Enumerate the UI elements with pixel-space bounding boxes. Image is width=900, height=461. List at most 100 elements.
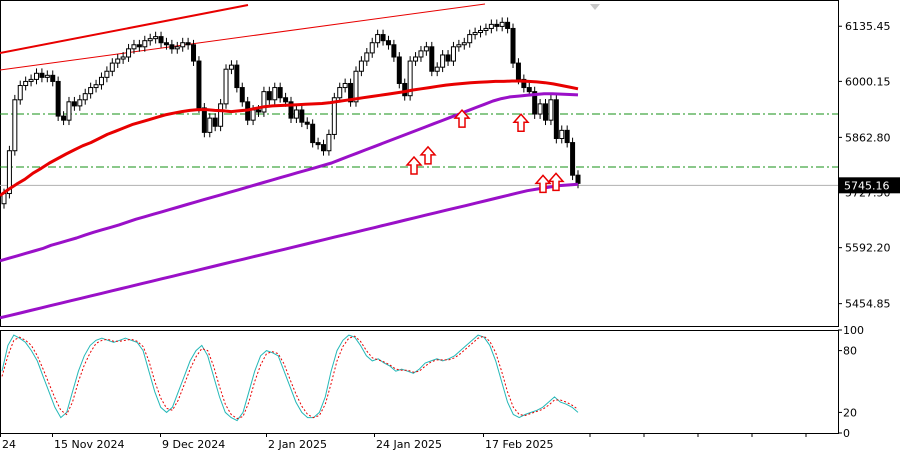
candle <box>12 99 18 152</box>
candle <box>364 52 370 62</box>
time-tick-label: 2 Jan 2025 <box>268 438 327 451</box>
stochastic-axis: 100 80 20 0 <box>838 324 864 440</box>
candle <box>218 103 224 127</box>
time-tick-label: 17 Feb 2025 <box>485 438 553 451</box>
price-axis: 6135.456000.155862.805727.505592.205454.… <box>838 20 891 311</box>
candle <box>483 27 489 31</box>
candle <box>467 34 473 44</box>
candle <box>180 42 186 48</box>
candle <box>488 23 494 29</box>
up-arrow-icon <box>534 174 552 194</box>
candle <box>250 109 256 121</box>
candle <box>142 40 148 48</box>
candle <box>418 50 424 58</box>
candle <box>510 27 516 64</box>
candle <box>158 36 164 44</box>
candle <box>445 54 451 62</box>
candle <box>256 109 262 113</box>
candle <box>570 142 576 176</box>
candle <box>131 44 137 50</box>
candle <box>28 78 34 82</box>
candle <box>115 58 121 64</box>
candle <box>375 34 381 44</box>
stochastic-tick-label: 0 <box>843 427 850 440</box>
candle <box>472 32 478 36</box>
candles <box>1 17 581 209</box>
candle <box>61 115 67 121</box>
stochastic-tick-label: 100 <box>843 324 864 337</box>
candle <box>33 72 39 80</box>
candle <box>553 99 559 140</box>
candle <box>456 44 462 48</box>
candle <box>201 107 207 133</box>
moving-average-purple-slow <box>0 182 579 320</box>
candle <box>207 117 213 133</box>
candle <box>147 38 153 42</box>
candle <box>337 87 343 99</box>
stochastic-panel-frame <box>0 330 839 434</box>
candle <box>380 34 386 42</box>
candle <box>55 80 61 117</box>
up-arrow-icon <box>419 145 437 165</box>
candle <box>23 80 29 87</box>
price-tick-label: 6000.15 <box>845 75 891 88</box>
candle <box>548 99 554 121</box>
candle <box>494 23 500 27</box>
candle <box>526 87 532 93</box>
candle <box>450 46 456 62</box>
candle <box>440 54 446 68</box>
candle <box>396 56 402 84</box>
candle <box>310 123 316 144</box>
candle <box>223 68 229 105</box>
candle <box>326 133 332 152</box>
candle <box>342 82 348 89</box>
candle <box>234 64 240 89</box>
candle <box>423 46 429 52</box>
price-tick-label: 5862.80 <box>845 131 891 144</box>
candle <box>277 87 283 99</box>
price-tick-label: 5454.85 <box>845 298 891 311</box>
time-tick-label: 24 Jan 2025 <box>376 438 442 451</box>
candle <box>169 44 175 50</box>
candle <box>17 85 23 101</box>
up-arrow-icon <box>453 109 471 128</box>
candle <box>348 82 354 103</box>
up-arrow-icon <box>547 172 565 192</box>
candle <box>283 97 289 103</box>
candle <box>44 74 50 78</box>
candle <box>478 29 484 34</box>
stochastic-tick-label: 80 <box>843 345 857 358</box>
candle <box>163 42 169 46</box>
candle <box>82 93 88 101</box>
moving-average-purple-fast <box>0 92 579 263</box>
trend-line-upper <box>0 4 249 54</box>
candle <box>153 36 159 40</box>
candle <box>413 56 419 62</box>
candle <box>461 42 467 46</box>
candle <box>71 101 77 107</box>
moving-average-red <box>0 79 579 197</box>
candle <box>266 91 272 101</box>
candle <box>304 121 310 125</box>
up-arrow-icon <box>405 155 423 175</box>
candle <box>104 70 110 78</box>
candle <box>369 42 375 54</box>
candle <box>499 21 505 27</box>
candle <box>385 40 391 46</box>
candle <box>88 87 94 95</box>
price-panel-frame <box>0 0 839 327</box>
shift-marker-icon <box>590 4 600 10</box>
candle <box>196 60 202 109</box>
candle <box>50 74 56 82</box>
candle <box>559 129 565 140</box>
candle <box>537 103 543 115</box>
candle <box>543 103 549 121</box>
candle <box>228 64 234 70</box>
candle <box>299 109 305 123</box>
candle <box>288 101 294 119</box>
current-price-label: 5745.16 <box>844 179 890 192</box>
up-arrow-icon <box>512 113 530 132</box>
candle <box>98 76 104 86</box>
